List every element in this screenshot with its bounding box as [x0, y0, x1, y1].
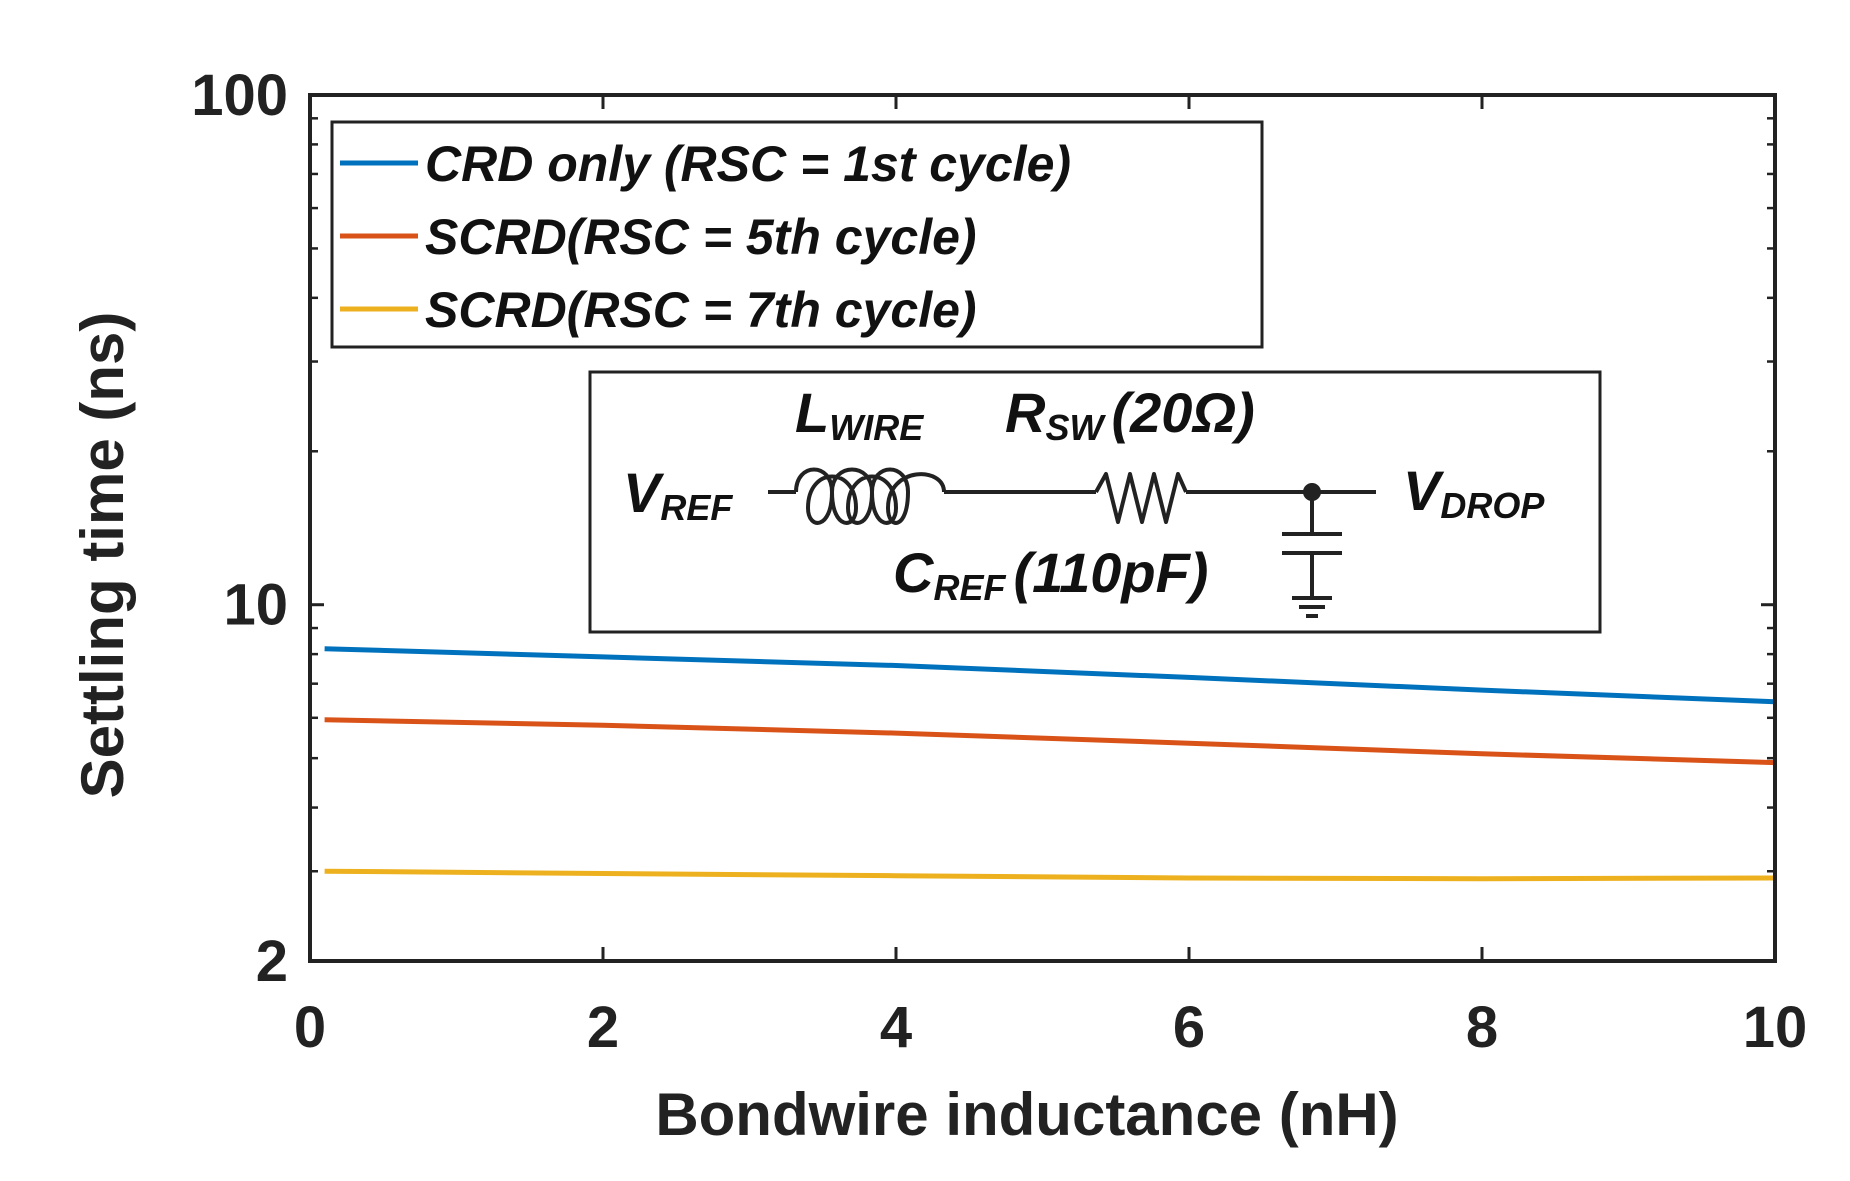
x-tick-label: 2: [587, 995, 619, 1060]
x-tick-label: 4: [880, 995, 912, 1060]
y-tick-label: 100: [191, 63, 288, 128]
series-line-2: [324, 868, 1776, 882]
x-tick-label: 6: [1173, 995, 1205, 1060]
series-line-1: [324, 717, 1776, 766]
y-axis-title: Settling time (ns): [69, 312, 136, 799]
circuit-inset: VREF LWIRE RSW (20Ω) CREF (110pF) VDROP: [588, 370, 1602, 634]
y-tick-label: 2: [256, 929, 288, 994]
r-sw-label: RSW (20Ω): [1005, 381, 1255, 448]
circuit-box: [588, 370, 1602, 634]
x-axis-title: Bondwire inductance (nH): [655, 1081, 1398, 1148]
legend-label-crd-only: CRD only (RSC = 1st cycle): [425, 136, 1071, 192]
circuit-schematic-icon: [768, 467, 1376, 618]
series-layer: [324, 646, 1776, 882]
x-tick-labels: 0 2 4 6 8 10: [294, 995, 1807, 1060]
plot-area-frame: [308, 93, 1777, 963]
legend-label-scrd-7th: SCRD(RSC = 7th cycle): [425, 282, 977, 338]
legend-label-scrd-5th: SCRD(RSC = 5th cycle): [425, 209, 977, 265]
c-ref-label: CREF (110pF): [893, 541, 1208, 608]
v-drop-label: VDROP: [1403, 459, 1545, 526]
inductor-icon: [794, 467, 946, 525]
y-tick-label: 10: [223, 573, 288, 638]
x-tick-label: 0: [294, 995, 326, 1060]
series-line-0: [324, 646, 1776, 705]
x-tick-label: 10: [1743, 995, 1808, 1060]
legend: CRD only (RSC = 1st cycle) SCRD(RSC = 5t…: [330, 120, 1264, 349]
l-wire-label: LWIRE: [795, 381, 924, 448]
resistor-icon: [1094, 472, 1188, 524]
legend-box: [330, 120, 1264, 349]
y-tick-labels: 2 10 100: [191, 63, 288, 994]
v-ref-label: VREF: [623, 461, 733, 528]
x-tick-label: 8: [1466, 995, 1498, 1060]
